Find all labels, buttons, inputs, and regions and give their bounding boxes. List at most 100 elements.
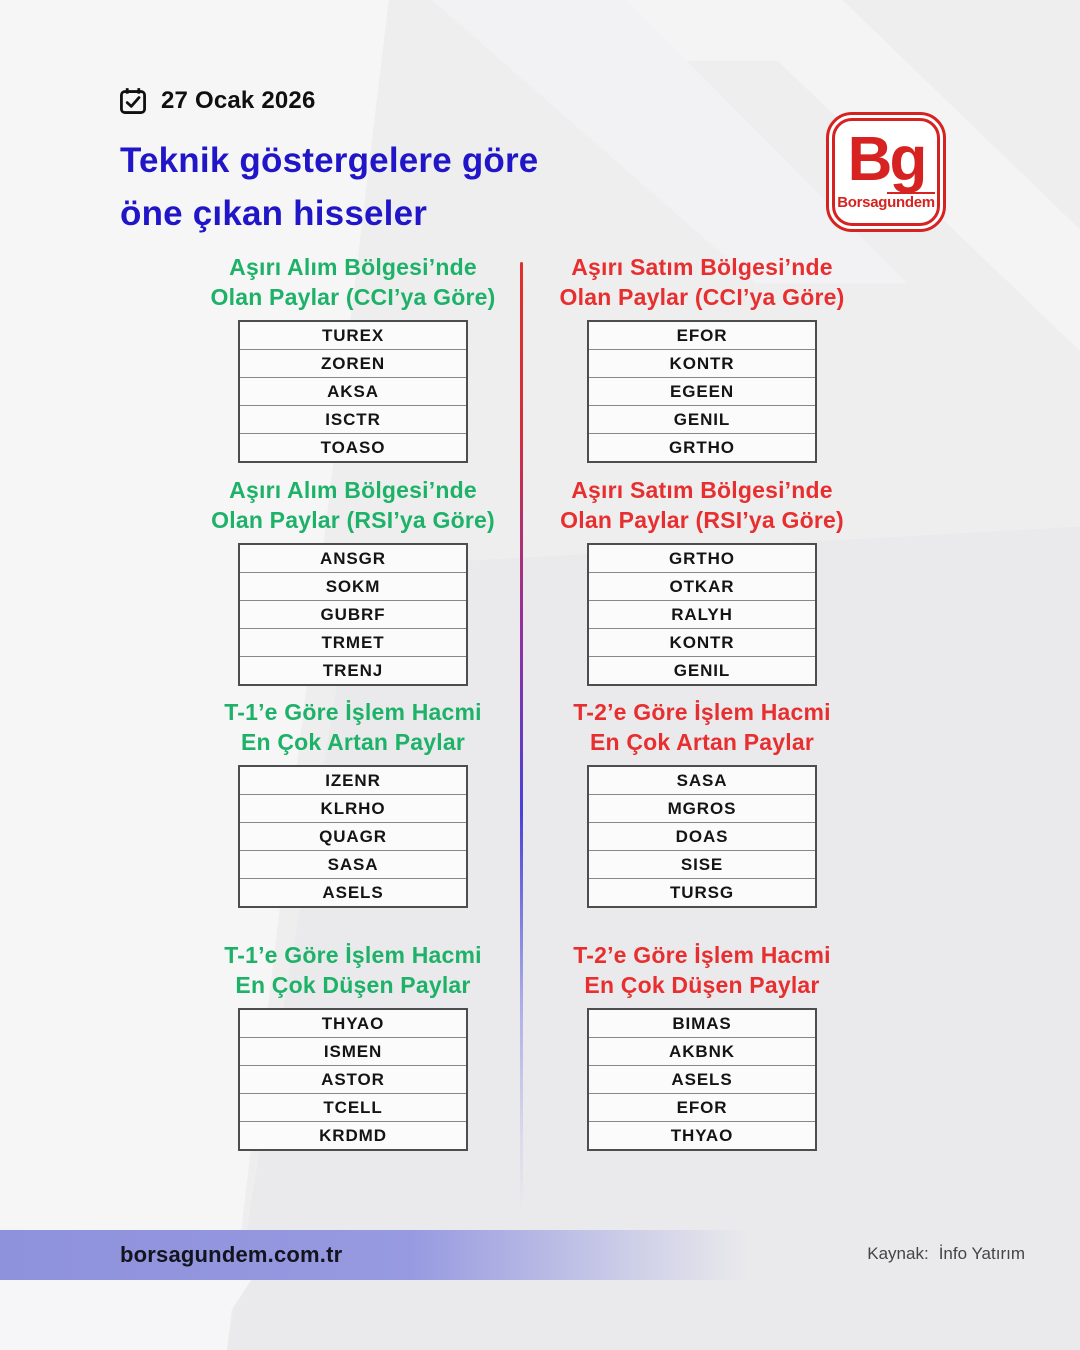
section-title-line: T-1’e Göre İşlem Hacmi <box>224 699 482 725</box>
logo-wordmark-overline: undem <box>887 191 935 211</box>
section-cci-asiri-alim: Aşırı Alım Bölgesi’nde Olan Paylar (CCI’y… <box>175 253 531 463</box>
section-cci-asiri-satim: Aşırı Satım Bölgesi’nde Olan Paylar (CCI’… <box>524 253 880 463</box>
section-title-line: Olan Paylar (CCI’ya Göre) <box>210 283 496 310</box>
date-row: 27 Ocak 2026 <box>118 86 316 116</box>
stock-row-gubrf: GUBRF <box>240 600 466 628</box>
stock-row-isctr: ISCTR <box>240 405 466 433</box>
stock-row-sasa: SASA <box>240 850 466 878</box>
column-right: Aşırı Satım Bölgesi’nde Olan Paylar (CCI’… <box>524 0 880 1220</box>
logo-wordmark: Borsagundem <box>837 191 935 211</box>
stock-row-astor: ASTOR <box>240 1065 466 1093</box>
section-rsi-asiri-satim: Aşırı Satım Bölgesi’nde Olan Paylar (RSI’… <box>524 476 880 686</box>
source-value: İnfo Yatırım <box>938 1244 1025 1263</box>
logo-initials: Bg <box>847 124 928 194</box>
section-title: Aşırı Alım Bölgesi’nde Olan Paylar (CCI’y… <box>175 253 531 312</box>
section-title-line: Olan Paylar (RSI’ya Göre) <box>560 506 844 533</box>
section-title-line: T-2’e Göre İşlem Hacmi <box>573 699 831 725</box>
stock-row-turex: TUREX <box>240 322 466 349</box>
stock-row-efor: EFOR <box>589 1093 815 1121</box>
stock-row-genil: GENIL <box>589 656 815 684</box>
stock-row-bimas: BIMAS <box>589 1010 815 1037</box>
stock-row-ansgr: ANSGR <box>240 545 466 572</box>
section-title-line: Olan Paylar (RSI’ya Göre) <box>211 506 495 533</box>
stock-table: SASA MGROS DOAS SISE TURSG <box>587 765 817 908</box>
page-title-line2: öne çıkan hisseler <box>120 194 428 233</box>
section-rsi-asiri-alim: Aşırı Alım Bölgesi’nde Olan Paylar (RSI’y… <box>175 476 531 686</box>
stock-row-toaso: TOASO <box>240 433 466 461</box>
stock-row-otkar: OTKAR <box>589 572 815 600</box>
vertical-gradient-divider <box>520 262 523 1212</box>
stock-row-tcell: TCELL <box>240 1093 466 1121</box>
stock-row-trenj: TRENJ <box>240 656 466 684</box>
footer-source: Kaynak: İnfo Yatırım <box>867 1244 1025 1264</box>
section-title-line: T-1’e Göre İşlem Hacmi <box>224 942 482 968</box>
logo-inner-frame: Bg Borsagundem <box>832 118 940 226</box>
logo-wordmark-prefix: Borsag <box>837 193 888 211</box>
stock-table: TUREX ZOREN AKSA ISCTR TOASO <box>238 320 468 463</box>
footer-website: borsagundem.com.tr <box>120 1242 343 1267</box>
section-title: Aşırı Alım Bölgesi’nde Olan Paylar (RSI’y… <box>175 476 531 535</box>
stock-row-thyao: THYAO <box>240 1010 466 1037</box>
section-title: Aşırı Satım Bölgesi’nde Olan Paylar (RSI’… <box>524 476 880 535</box>
stock-row-mgros: MGROS <box>589 794 815 822</box>
section-title-line: Aşırı Alım Bölgesi’nde <box>229 477 477 503</box>
stock-table: THYAO ISMEN ASTOR TCELL KRDMD <box>238 1008 468 1151</box>
stock-row-krdmd: KRDMD <box>240 1121 466 1149</box>
stock-row-sise: SISE <box>589 850 815 878</box>
section-title-line: En Çok Artan Paylar <box>589 728 815 755</box>
stock-row-tursg: TURSG <box>589 878 815 906</box>
stock-row-ralyh: RALYH <box>589 600 815 628</box>
section-title: T-2’e Göre İşlem Hacmi En Çok Artan Payla… <box>524 698 880 757</box>
stock-row-quagr: QUAGR <box>240 822 466 850</box>
stock-table: IZENR KLRHO QUAGR SASA ASELS <box>238 765 468 908</box>
stock-row-zoren: ZOREN <box>240 349 466 377</box>
section-title-line: Aşırı Alım Bölgesi’nde <box>229 254 477 280</box>
stock-table: GRTHO OTKAR RALYH KONTR GENIL <box>587 543 817 686</box>
stock-row-grtho: GRTHO <box>589 433 815 461</box>
stock-row-sokm: SOKM <box>240 572 466 600</box>
section-t1-hacim-artan: T-1’e Göre İşlem Hacmi En Çok Artan Payla… <box>175 698 531 908</box>
stock-row-izenr: IZENR <box>240 767 466 794</box>
page-title: Teknik göstergelere göre öne çıkan hisse… <box>120 134 538 240</box>
stock-row-trmet: TRMET <box>240 628 466 656</box>
section-title: T-1’e Göre İşlem Hacmi En Çok Düşen Payla… <box>175 941 531 1000</box>
section-title-line: Olan Paylar (CCI’ya Göre) <box>559 283 845 310</box>
section-title: Aşırı Satım Bölgesi’nde Olan Paylar (CCI’… <box>524 253 880 312</box>
stock-row-akbnk: AKBNK <box>589 1037 815 1065</box>
stock-row-thyao: THYAO <box>589 1121 815 1149</box>
section-title-line: En Çok Düşen Paylar <box>235 971 471 998</box>
section-title-line: Aşırı Satım Bölgesi’nde <box>571 254 833 280</box>
stock-table: EFOR KONTR EGEEN GENIL GRTHO <box>587 320 817 463</box>
section-t1-hacim-dusen: T-1’e Göre İşlem Hacmi En Çok Düşen Payla… <box>175 941 531 1151</box>
stock-row-kontr: KONTR <box>589 349 815 377</box>
stock-row-kontr: KONTR <box>589 628 815 656</box>
stock-row-aksa: AKSA <box>240 377 466 405</box>
section-t2-hacim-artan: T-2’e Göre İşlem Hacmi En Çok Artan Payla… <box>524 698 880 908</box>
page-title-line1: Teknik göstergelere göre <box>120 141 539 180</box>
section-title: T-2’e Göre İşlem Hacmi En Çok Düşen Payla… <box>524 941 880 1000</box>
section-t2-hacim-dusen: T-2’e Göre İşlem Hacmi En Çok Düşen Payla… <box>524 941 880 1151</box>
stock-row-sasa: SASA <box>589 767 815 794</box>
stock-row-asels: ASELS <box>589 1065 815 1093</box>
stock-row-efor: EFOR <box>589 322 815 349</box>
stock-row-grtho: GRTHO <box>589 545 815 572</box>
source-label: Kaynak: <box>867 1244 929 1263</box>
footer-band: borsagundem.com.tr <box>0 1230 748 1280</box>
section-title-line: T-2’e Göre İşlem Hacmi <box>573 942 831 968</box>
stock-row-doas: DOAS <box>589 822 815 850</box>
stock-table: ANSGR SOKM GUBRF TRMET TRENJ <box>238 543 468 686</box>
stock-row-egeen: EGEEN <box>589 377 815 405</box>
section-title-line: En Çok Düşen Paylar <box>584 971 820 998</box>
stock-row-klrho: KLRHO <box>240 794 466 822</box>
column-left: Aşırı Alım Bölgesi’nde Olan Paylar (CCI’y… <box>175 0 531 1220</box>
stock-row-asels: ASELS <box>240 878 466 906</box>
stock-row-ismen: ISMEN <box>240 1037 466 1065</box>
date-label: 27 Ocak 2026 <box>161 87 316 114</box>
section-title: T-1’e Göre İşlem Hacmi En Çok Artan Payla… <box>175 698 531 757</box>
calendar-check-icon <box>118 86 148 116</box>
stock-table: BIMAS AKBNK ASELS EFOR THYAO <box>587 1008 817 1151</box>
section-title-line: En Çok Artan Paylar <box>240 728 466 755</box>
section-title-line: Aşırı Satım Bölgesi’nde <box>571 477 833 503</box>
stock-row-genil: GENIL <box>589 405 815 433</box>
